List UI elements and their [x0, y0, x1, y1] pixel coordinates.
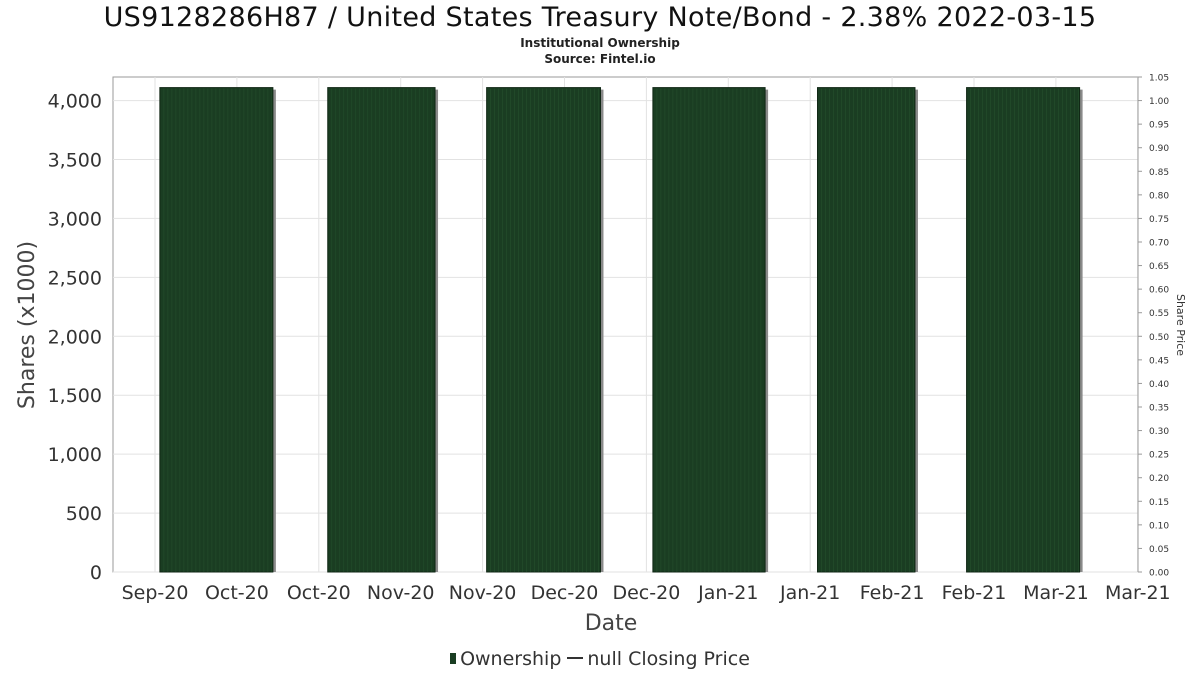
x-tick-label: Jan-21 [697, 582, 758, 604]
y2-tick-label: 1.00 [1149, 97, 1169, 107]
bar-shadow [435, 89, 439, 572]
closing-price-legend-line [567, 657, 584, 659]
x-tick-label: Jan-21 [779, 582, 840, 604]
ownership-bar [159, 87, 274, 573]
bar-shadow [272, 89, 276, 572]
y2-tick-label: 0.65 [1149, 262, 1169, 272]
ownership-bar [327, 87, 436, 573]
y2-tick-label: 0.20 [1149, 474, 1169, 484]
y2-tick-label: 0.60 [1149, 286, 1169, 296]
ownership-bar [966, 87, 1081, 573]
y2-tick-label: 0.10 [1149, 521, 1169, 531]
y2-tick-label: 0.00 [1149, 569, 1169, 579]
y-tick-label: 500 [66, 503, 102, 525]
y2-tick-label: 0.25 [1149, 451, 1169, 461]
y2-tick-label: 0.75 [1149, 215, 1169, 225]
y2-tick-label: 0.50 [1149, 333, 1169, 343]
y2-axis-title: Share Price [1174, 294, 1187, 356]
y2-tick-label: 0.05 [1149, 545, 1169, 555]
x-tick-label: Sep-20 [122, 582, 189, 604]
y-tick-label: 3,500 [48, 150, 102, 172]
y2-tick-label: 1.05 [1149, 74, 1169, 84]
bar-shadow [1079, 89, 1083, 572]
x-tick-label: Nov-20 [449, 582, 517, 604]
y2-tick-label: 0.55 [1149, 309, 1169, 319]
chart-source: Source: Fintel.io [544, 52, 656, 66]
chart-title: US9128286H87 / United States Treasury No… [103, 2, 1097, 33]
chart-legend: Ownership null Closing Price [0, 648, 1200, 670]
y2-tick-label: 0.30 [1149, 427, 1169, 437]
closing-price-legend-label: null Closing Price [587, 648, 750, 670]
y2-tick-label: 0.70 [1149, 239, 1169, 249]
y2-tick-label: 0.40 [1149, 380, 1169, 390]
bar-shadow [914, 89, 918, 572]
y-axis-title: Shares (x1000) [15, 241, 40, 409]
ownership-bar [486, 87, 601, 573]
ownership-bar [817, 87, 916, 573]
y2-tick-label: 0.35 [1149, 404, 1169, 414]
bar-shadow [765, 89, 769, 572]
y-tick-label: 1,000 [48, 444, 102, 466]
y2-tick-label: 0.45 [1149, 356, 1169, 366]
chart-subtitle: Institutional Ownership [520, 36, 680, 50]
ownership-legend-label: Ownership [460, 648, 562, 670]
y2-tick-label: 0.80 [1149, 191, 1169, 201]
x-tick-label: Oct-20 [205, 582, 269, 604]
y-tick-label: 2,000 [48, 326, 102, 348]
y2-tick-label: 0.85 [1149, 168, 1169, 178]
y-tick-label: 2,500 [48, 267, 102, 289]
x-tick-label: Oct-20 [287, 582, 351, 604]
x-tick-label: Feb-21 [860, 582, 925, 604]
x-tick-label: Dec-20 [612, 582, 680, 604]
x-tick-label: Mar-21 [1023, 582, 1089, 604]
y-tick-label: 1,500 [48, 385, 102, 407]
x-tick-label: Dec-20 [531, 582, 599, 604]
y2-tick-label: 0.90 [1149, 144, 1169, 154]
bar-shadow [600, 89, 604, 572]
y-tick-label: 3,000 [48, 208, 102, 230]
x-axis-title: Date [585, 611, 638, 636]
y2-tick-label: 0.95 [1149, 121, 1169, 131]
x-tick-label: Feb-21 [942, 582, 1007, 604]
ownership-legend-swatch [450, 653, 457, 664]
y-tick-label: 4,000 [48, 91, 102, 113]
y2-tick-label: 0.15 [1149, 498, 1169, 508]
x-tick-label: Mar-21 [1105, 582, 1171, 604]
y-tick-label: 0 [90, 562, 102, 584]
x-tick-label: Nov-20 [367, 582, 435, 604]
